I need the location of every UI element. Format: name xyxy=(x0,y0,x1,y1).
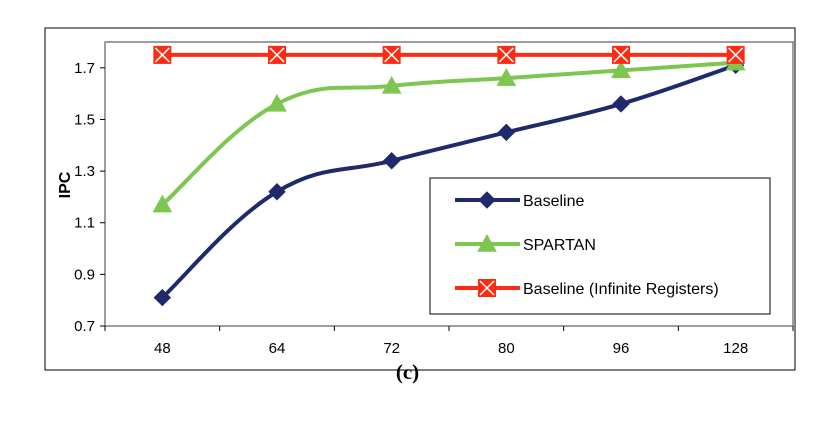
data-point-triangle xyxy=(381,75,402,94)
data-point-star xyxy=(268,45,286,64)
x-axis: 48 64 72 80 96 128 xyxy=(104,326,794,357)
legend-label: Baseline xyxy=(523,193,584,210)
data-point-triangle xyxy=(152,194,173,213)
y-tick-label: 1.1 xyxy=(74,215,95,232)
y-axis-title: IPC xyxy=(57,171,74,198)
y-tick-label: 0.7 xyxy=(74,318,95,335)
data-point-diamond xyxy=(382,152,401,170)
x-tick-label: 80 xyxy=(498,340,515,357)
x-tick-label: 72 xyxy=(383,340,400,357)
y-tick-label: 1.7 xyxy=(74,60,95,77)
x-tick-label: 128 xyxy=(723,340,748,357)
series-line xyxy=(160,63,737,300)
data-point-diamond xyxy=(268,183,286,201)
x-tick-label: 48 xyxy=(154,340,171,357)
data-point-star xyxy=(153,45,172,64)
data-point-diamond xyxy=(612,95,630,113)
legend-entry: Baseline (Infinite Registers) xyxy=(455,279,719,298)
data-point-star xyxy=(726,45,745,64)
data-point-star xyxy=(612,45,630,64)
data-point-triangle xyxy=(496,68,517,86)
series-group xyxy=(152,45,746,307)
series-baseline xyxy=(153,56,745,307)
x-tick-label: 64 xyxy=(269,340,286,357)
y-tick-label: 0.9 xyxy=(74,266,95,283)
data-point-triangle xyxy=(611,60,631,79)
y-tick-label: 1.5 xyxy=(74,111,95,128)
data-point-star xyxy=(382,45,401,64)
legend-label: Baseline (Infinite Registers) xyxy=(523,281,719,298)
data-point-triangle xyxy=(267,93,287,112)
series-spartan xyxy=(152,52,746,213)
legend-entry: Baseline xyxy=(455,191,584,210)
series-line xyxy=(161,60,736,207)
data-point-star xyxy=(497,45,516,64)
legend-marker xyxy=(478,279,496,297)
legend-marker xyxy=(478,191,496,209)
data-point-diamond xyxy=(497,123,516,142)
legend-label: SPARTAN xyxy=(523,237,596,254)
legend-entry: SPARTAN xyxy=(455,233,596,254)
y-axis: 0.7 0.9 1.1 1.3 1.5 1.7 xyxy=(74,60,105,335)
x-tick-label: 96 xyxy=(613,340,630,357)
y-tick-label: 1.3 xyxy=(74,163,95,180)
legend-marker xyxy=(477,233,497,252)
legend: Baseline SPARTAN Baseline (Infinite Regist… xyxy=(429,177,771,315)
figure-caption: (c) xyxy=(395,360,420,384)
series-baseline-infinite-registers- xyxy=(153,45,745,64)
data-point-diamond xyxy=(153,288,172,307)
